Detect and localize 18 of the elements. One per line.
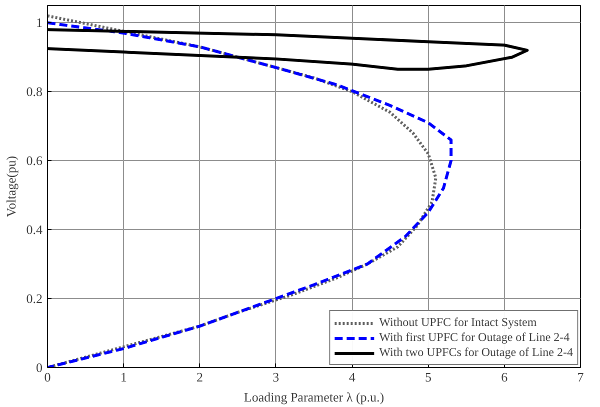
x-tick-label: 5	[424, 370, 432, 384]
legend-label: With two UPFCs for Outage of Line 2-4	[379, 345, 573, 360]
y-axis-title: Voltage(pu)	[3, 156, 18, 218]
y-tick-label: 0.6	[26, 153, 43, 168]
x-axis-title: Loading Parameter λ (p.u.)	[244, 390, 384, 404]
x-tick-label: 4	[348, 370, 356, 384]
y-tick-label: 0	[36, 360, 42, 375]
x-tick-label: 3	[272, 370, 280, 384]
x-tick-label: 6	[501, 370, 508, 384]
y-tick-label: 0.4	[26, 222, 43, 238]
x-tick-label: 7	[577, 370, 584, 384]
legend-label: Without UPFC for Intact System	[379, 315, 537, 330]
x-tick-label: 2	[196, 370, 204, 384]
x-tick-label: 1	[120, 370, 127, 384]
y-tick-label: 0.2	[26, 291, 42, 306]
legend-label: With first UPFC for Outage of Line 2-4	[379, 330, 570, 345]
y-tick-label: 0.8	[26, 84, 42, 100]
y-tick-label: 1	[36, 15, 42, 30]
